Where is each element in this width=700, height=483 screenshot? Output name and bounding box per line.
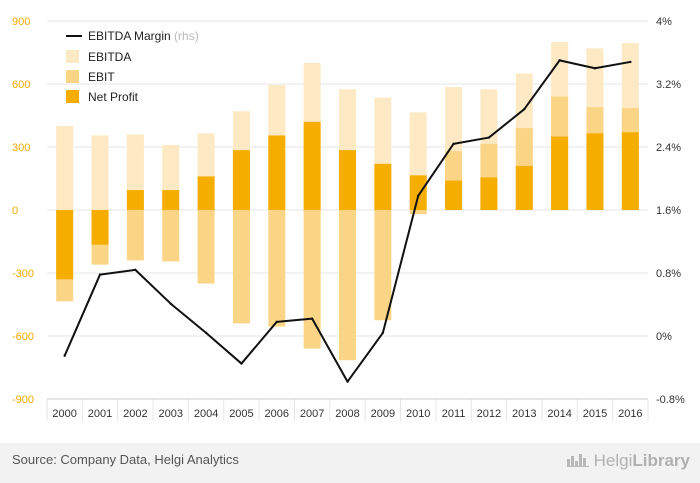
chart: 900 600 300 0 -300 -600 -900 4% 3.2% 2.4% 1.6% 0.8%… <box>12 16 685 421</box>
point-ebitda-margin-2003 <box>169 302 172 305</box>
point-ebitda-margin-2010 <box>417 194 420 198</box>
legend-label-ebit: EBIT <box>88 70 115 84</box>
bar-ebit-2006 <box>268 210 286 327</box>
y-left-tick-label: 600 <box>12 79 30 91</box>
y-right-tick-label: 1.6% <box>656 205 681 217</box>
bar-ebit-2010 <box>409 210 427 215</box>
point-ebitda-margin-2013 <box>523 108 526 111</box>
legend-swatch-ebit <box>66 70 79 83</box>
y-right-tick-label: 2.4% <box>656 142 681 154</box>
x-tick-label: 2008 <box>335 408 359 420</box>
footer: Source: Company Data, Helgi Analytics He… <box>0 443 700 483</box>
y-right-tick-label: -0.8% <box>656 394 685 406</box>
bar-net-profit-2013 <box>515 165 533 210</box>
x-tick-label: 2006 <box>265 408 289 420</box>
legend-label-rhs: (rhs) <box>174 29 199 43</box>
legend-swatch-net-profit <box>66 90 79 103</box>
legend-label-net-profit: Net Profit <box>88 90 139 104</box>
x-tick-label: 2010 <box>406 408 430 420</box>
point-ebitda-margin-2007 <box>310 317 314 320</box>
x-tick-label: 2005 <box>229 408 253 420</box>
city-skyline-icon <box>566 454 589 467</box>
source-text: Source: Company Data, Helgi Analytics <box>12 452 239 467</box>
point-ebitda-margin-2011 <box>452 142 455 146</box>
y-left-tick-label: 0 <box>12 205 18 217</box>
point-ebitda-margin-2009 <box>381 331 385 335</box>
point-ebitda-margin-2006 <box>275 320 278 324</box>
bar-net-profit-2004 <box>197 176 215 210</box>
point-ebitda-margin-2008 <box>346 380 349 383</box>
bar-net-profit-2000 <box>56 210 74 280</box>
point-ebitda-margin-2000 <box>63 354 66 357</box>
x-tick-label: 2012 <box>477 408 501 420</box>
bar-ebit-2009 <box>374 210 392 321</box>
bar-ebit-2007 <box>303 210 321 349</box>
brand-logo[interactable]: HelgiLibrary <box>566 451 690 471</box>
legend-label-ebitda: EBITDA <box>88 50 131 64</box>
x-tick-label: 2003 <box>158 408 182 420</box>
bar-net-profit-2005 <box>232 150 250 210</box>
brand-part-2: Library <box>632 451 690 470</box>
x-tick-label: 2015 <box>583 408 607 420</box>
brand-part-1: Helgi <box>593 451 633 470</box>
y-left-tick-label: -300 <box>12 268 34 280</box>
bar-ebit-2005 <box>232 210 250 324</box>
y-right-tick-label: 0.8% <box>656 268 681 280</box>
bar-net-profit-2009 <box>374 163 392 210</box>
bar-net-profit-2001 <box>91 210 109 245</box>
bar-ebit-2003 <box>162 210 180 262</box>
bar-net-profit-2003 <box>162 190 180 210</box>
x-tick-label: 2016 <box>618 408 642 420</box>
y-left-tick-label: 900 <box>12 16 30 28</box>
bar-net-profit-2007 <box>303 121 321 210</box>
bar-net-profit-2006 <box>268 135 286 210</box>
point-ebitda-margin-2001 <box>98 273 102 276</box>
bar-net-profit-2014 <box>551 136 569 210</box>
x-tick-label: 2000 <box>52 408 76 420</box>
point-ebitda-margin-2005 <box>240 362 243 365</box>
y-right-tick-label: 3.2% <box>656 79 681 91</box>
point-ebitda-margin-2014 <box>558 59 561 62</box>
bar-net-profit-2016 <box>621 132 639 210</box>
x-tick-label: 2011 <box>442 408 466 420</box>
bar-net-profit-2008 <box>339 150 356 210</box>
legend-label-ebitda-margin: EBITDA Margin (rhs) <box>88 29 199 43</box>
x-tick-label: 2013 <box>512 408 536 420</box>
y-right-tick-label: 4% <box>656 16 672 28</box>
x-tick-label: 2009 <box>371 408 395 420</box>
point-ebitda-margin-2016 <box>629 60 632 64</box>
point-ebitda-margin-2002 <box>134 268 137 272</box>
point-ebitda-margin-2004 <box>204 331 208 335</box>
x-tick-label: 2004 <box>194 408 218 420</box>
point-ebitda-margin-2015 <box>593 67 597 70</box>
bar-net-profit-2010 <box>409 175 427 210</box>
y-left-tick-label: 300 <box>12 142 30 154</box>
point-ebitda-margin-2012 <box>487 136 491 139</box>
bar-net-profit-2015 <box>586 133 604 210</box>
bar-ebitda-2001 <box>91 135 109 210</box>
x-tick-label: 2007 <box>300 408 324 420</box>
y-left-tick-label: -900 <box>12 394 34 406</box>
y-right-tick-label: 0% <box>656 331 672 343</box>
y-left-tick-label: -600 <box>12 331 34 343</box>
x-tick-label: 2014 <box>547 408 571 420</box>
legend-swatch-ebitda <box>66 50 79 63</box>
x-tick-label: 2001 <box>88 408 112 420</box>
bar-net-profit-2002 <box>126 190 144 210</box>
bar-ebit-2004 <box>197 210 215 284</box>
bar-ebitda-2000 <box>56 126 74 210</box>
x-tick-label: 2002 <box>123 408 147 420</box>
bar-ebit-2002 <box>126 210 144 261</box>
bar-net-profit-2012 <box>480 177 498 210</box>
bar-net-profit-2011 <box>445 180 463 210</box>
bar-ebit-2008 <box>339 210 356 361</box>
